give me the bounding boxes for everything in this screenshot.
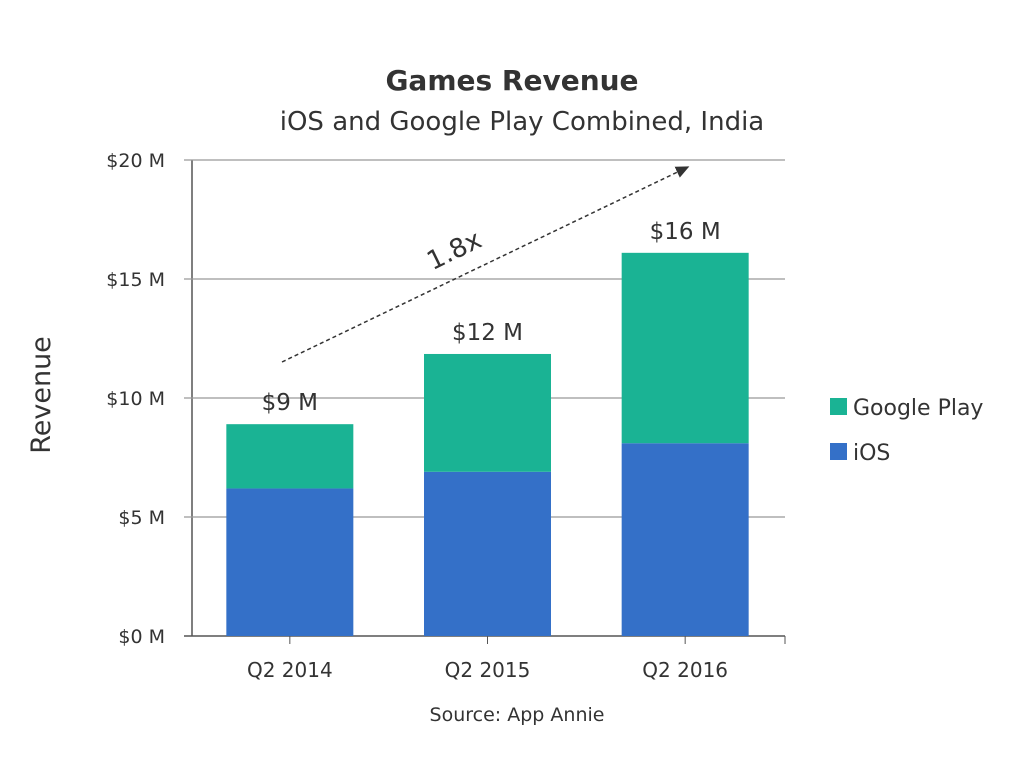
legend-swatch [830, 398, 847, 415]
y-axis-label: Revenue [26, 336, 57, 454]
legend-swatch [830, 443, 847, 460]
chart-title: Games Revenue [385, 64, 638, 97]
total-label: $16 M [650, 219, 721, 245]
source-note: Source: App Annie [430, 704, 605, 726]
total-label: $12 M [452, 320, 523, 346]
bar-ios [424, 471, 551, 636]
bar-google-play [621, 252, 749, 444]
total-label: $9 M [262, 390, 318, 416]
x-tick-label: Q2 2016 [642, 658, 728, 682]
growth-arrow [281, 166, 690, 363]
bar-ios [621, 443, 749, 636]
y-tick-label: $15 M [106, 269, 165, 291]
chart-subtitle: iOS and Google Play Combined, India [280, 107, 765, 137]
bar-ios [226, 488, 354, 636]
y-tick-label: $20 M [106, 150, 165, 172]
legend-label: Google Play [853, 396, 983, 421]
y-tick-label: $5 M [118, 507, 165, 529]
bar-google-play [424, 353, 551, 472]
x-tick-label: Q2 2014 [247, 658, 333, 682]
legend-label: iOS [853, 441, 890, 466]
bar-google-play [226, 424, 354, 489]
y-tick-label: $10 M [106, 388, 165, 410]
growth-label: 1.8x [422, 225, 486, 277]
x-tick-label: Q2 2015 [445, 658, 531, 682]
y-tick-label: $0 M [118, 626, 165, 648]
